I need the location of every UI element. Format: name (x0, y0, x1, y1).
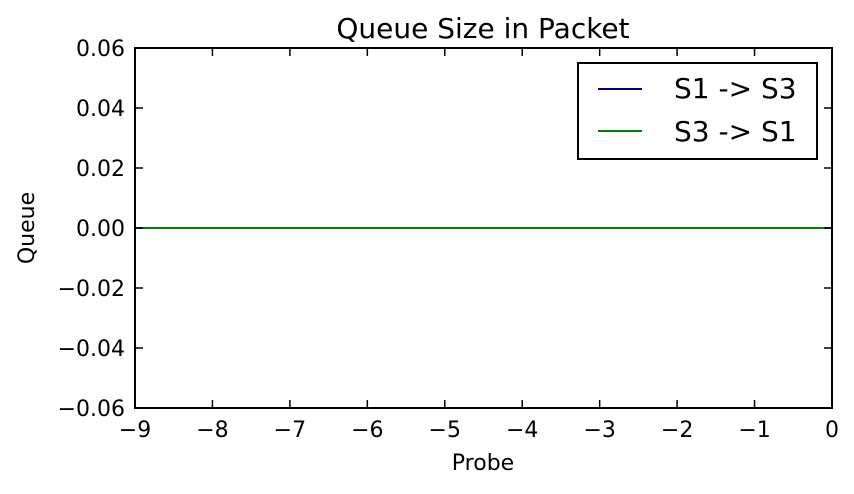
x-tick-label: 0 (825, 418, 839, 443)
y-tick-label: −0.04 (58, 337, 125, 362)
x-tick-label: −2 (661, 418, 693, 443)
x-tick-label: −3 (583, 418, 615, 443)
y-tick-label: −0.06 (58, 397, 125, 422)
x-tick-label: −8 (196, 418, 228, 443)
x-tick-label: −5 (429, 418, 461, 443)
y-axis-ticks: 0.06 0.04 0.02 0.00 −0.02 −0.04 −0.06 (58, 37, 832, 422)
x-tick-label: −9 (119, 418, 151, 443)
legend: S1 -> S3 S3 -> S1 (577, 62, 818, 160)
legend-box (577, 62, 818, 160)
y-tick-label: 0.06 (76, 37, 125, 62)
x-tick-label: −4 (506, 418, 538, 443)
legend-label-s3-s1: S3 -> S1 (674, 115, 797, 148)
chart-title: Queue Size in Packet (336, 12, 629, 45)
y-tick-label: 0.00 (76, 217, 125, 242)
y-tick-label: 0.02 (76, 157, 125, 182)
x-tick-label: −7 (274, 418, 306, 443)
y-axis-label: Queue (15, 192, 40, 264)
y-tick-label: 0.04 (76, 97, 125, 122)
legend-label-s1-s3: S1 -> S3 (674, 72, 797, 105)
y-tick-label: −0.02 (58, 277, 125, 302)
x-tick-label: −6 (351, 418, 383, 443)
x-axis-ticks: −9 −8 −7 −6 −5 −4 −3 −2 −1 0 (119, 48, 839, 443)
x-axis-label: Probe (452, 451, 514, 476)
x-tick-label: −1 (738, 418, 770, 443)
